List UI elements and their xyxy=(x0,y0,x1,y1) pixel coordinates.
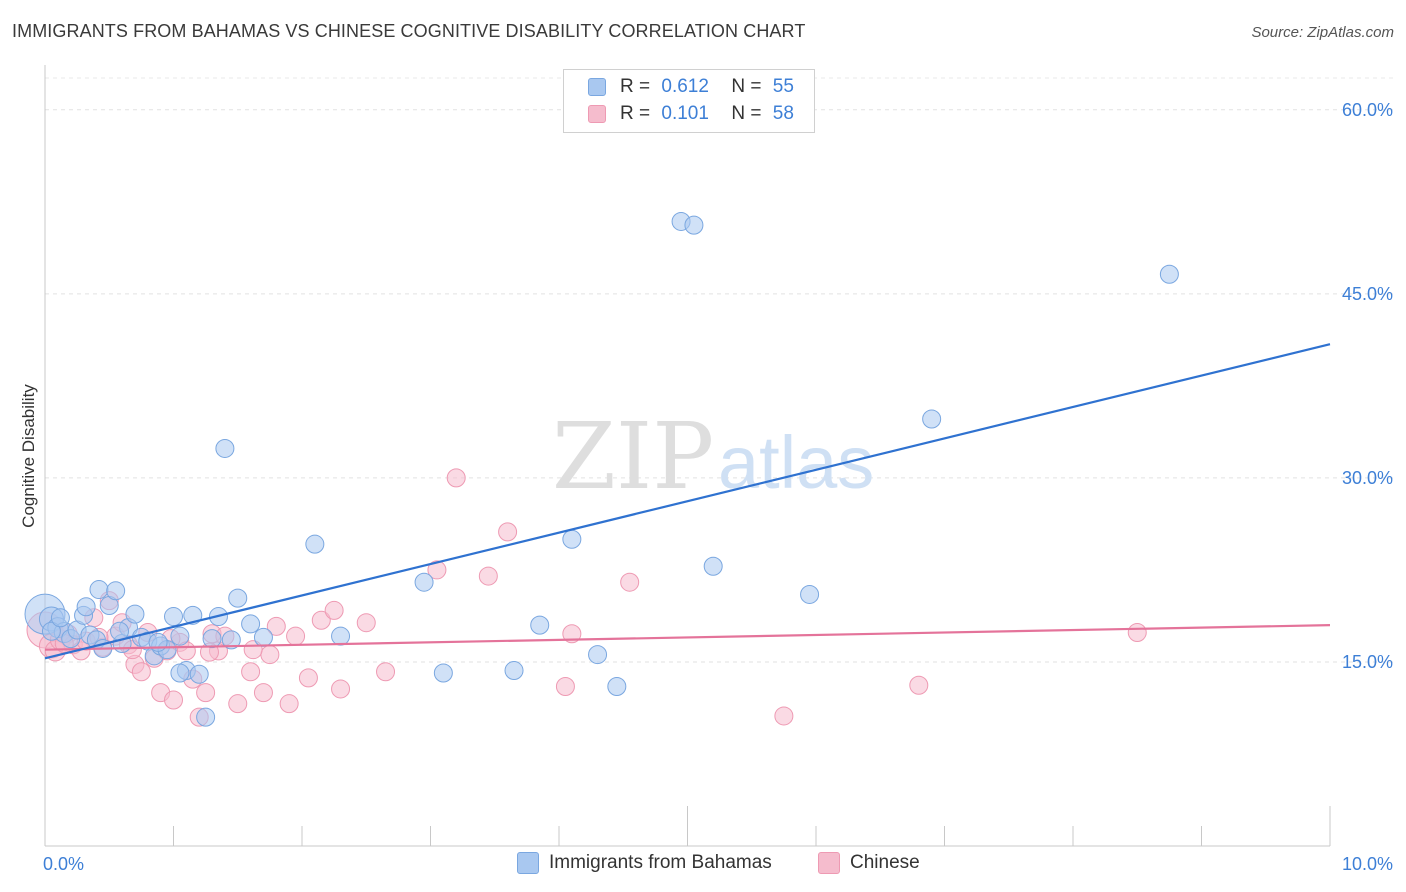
point-bahamas xyxy=(170,663,190,683)
point-bahamas xyxy=(76,597,96,617)
legend-item-chinese[interactable]: Chinese xyxy=(818,852,920,874)
point-bahamas xyxy=(221,630,241,650)
legend-r-value: 0.612 xyxy=(661,76,709,97)
y-tick-label: 45.0% xyxy=(1342,284,1393,304)
point-bahamas xyxy=(703,556,723,576)
point-bahamas xyxy=(331,626,351,646)
legend-n-value: 55 xyxy=(772,76,794,97)
point-chinese xyxy=(376,662,396,682)
point-chinese xyxy=(478,566,498,586)
point-bahamas xyxy=(1159,264,1179,284)
point-bahamas xyxy=(684,215,704,235)
point-bahamas xyxy=(253,627,273,647)
point-bahamas xyxy=(125,604,145,624)
chart-source: Source: ZipAtlas.com xyxy=(1251,24,1394,41)
point-chinese xyxy=(131,662,151,682)
point-chinese xyxy=(498,522,518,542)
point-bahamas xyxy=(164,607,183,627)
point-bahamas xyxy=(562,529,582,549)
point-chinese xyxy=(286,626,306,646)
point-chinese xyxy=(909,675,929,695)
point-chinese xyxy=(266,616,286,636)
point-bahamas xyxy=(170,626,190,646)
point-chinese xyxy=(241,662,261,682)
point-bahamas xyxy=(607,676,627,696)
legend-swatch-chinese xyxy=(588,105,606,123)
point-chinese xyxy=(298,668,318,688)
point-bahamas xyxy=(196,707,216,727)
legend-swatch-chinese xyxy=(818,852,840,874)
legend-swatch-bahamas xyxy=(517,852,539,874)
point-bahamas xyxy=(530,615,550,635)
point-chinese xyxy=(1127,623,1147,643)
point-bahamas xyxy=(800,584,820,604)
point-chinese xyxy=(331,679,351,699)
point-chinese xyxy=(562,624,582,644)
point-chinese xyxy=(774,706,794,726)
point-chinese xyxy=(228,694,248,714)
gridlines xyxy=(45,77,1395,663)
point-bahamas xyxy=(241,614,261,634)
point-chinese xyxy=(620,572,640,592)
y-axis-title: Cognitive Disability xyxy=(19,384,38,528)
point-bahamas xyxy=(106,581,126,601)
trend-line-bahamas xyxy=(44,343,1331,660)
y-tick-label: 60.0% xyxy=(1342,100,1393,120)
point-chinese xyxy=(356,613,376,633)
legend-row-chinese: R = 0.101 N = 58 xyxy=(588,101,794,127)
point-bahamas xyxy=(414,572,434,592)
legend-n-label: N = xyxy=(731,76,762,97)
legend-label-chinese: Chinese xyxy=(850,852,920,873)
point-chinese xyxy=(279,694,299,714)
point-chinese xyxy=(196,683,216,703)
point-chinese xyxy=(311,610,331,630)
point-chinese xyxy=(446,468,466,488)
watermark-zip: ZIP xyxy=(552,403,714,510)
point-chinese xyxy=(253,683,273,703)
legend-n-value: 58 xyxy=(772,103,794,124)
point-bahamas xyxy=(504,661,524,681)
legend-stats: R = 0.612 N = 55 R = 0.101 N = 58 xyxy=(563,69,815,133)
legend-n-label: N = xyxy=(731,103,762,124)
point-bahamas xyxy=(922,409,942,429)
point-chinese xyxy=(555,676,575,696)
point-chinese xyxy=(324,600,344,620)
y-tick-label: 30.0% xyxy=(1342,468,1393,488)
x-tick-label: 0.0% xyxy=(43,854,84,874)
chart-title: IMMIGRANTS FROM BAHAMAS VS CHINESE COGNI… xyxy=(12,21,806,41)
legend-swatch-bahamas xyxy=(588,78,606,96)
point-bahamas xyxy=(41,621,61,641)
legend-item-bahamas[interactable]: Immigrants from Bahamas xyxy=(517,852,772,874)
point-bahamas xyxy=(228,588,248,608)
trend-lines xyxy=(44,343,1331,660)
legend-row-bahamas: R = 0.612 N = 55 xyxy=(588,74,794,100)
point-bahamas xyxy=(433,663,453,683)
point-chinese xyxy=(164,690,183,710)
axes xyxy=(44,65,1331,847)
point-bahamas xyxy=(89,580,109,600)
point-bahamas xyxy=(305,534,325,554)
point-bahamas xyxy=(588,645,608,665)
legend-r-label: R = xyxy=(620,76,651,97)
legend-r-label: R = xyxy=(620,103,651,124)
watermark-atlas: atlas xyxy=(718,421,874,504)
legend-label-bahamas: Immigrants from Bahamas xyxy=(549,852,772,873)
point-bahamas xyxy=(189,664,209,684)
legend-r-value: 0.101 xyxy=(661,103,709,124)
point-chinese xyxy=(427,560,447,580)
trend-line-chinese xyxy=(44,624,1331,651)
point-bahamas xyxy=(50,608,70,628)
point-bahamas xyxy=(183,605,203,625)
axis-labels: 15.0% 30.0% 45.0% 60.0% 0.0% 10.0% xyxy=(43,100,1393,874)
point-chinese xyxy=(260,645,280,665)
x-tick-label: 10.0% xyxy=(1342,854,1393,874)
point-bahamas xyxy=(215,438,235,458)
point-bahamas xyxy=(202,629,222,649)
y-tick-label: 15.0% xyxy=(1342,652,1393,672)
